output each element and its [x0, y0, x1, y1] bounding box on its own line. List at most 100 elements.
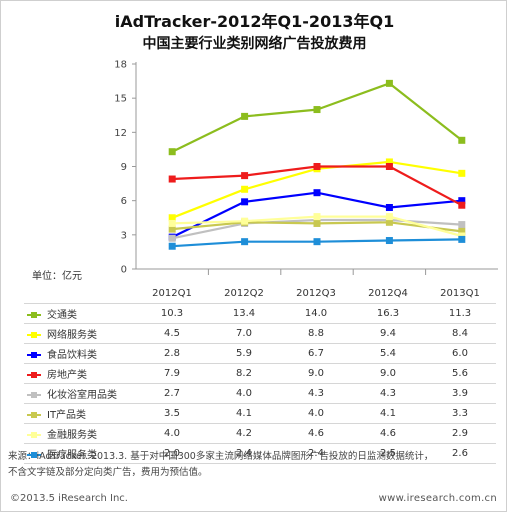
data-point	[385, 213, 393, 221]
value-cell: 2.8	[136, 343, 208, 364]
value-cell: 7.0	[208, 323, 280, 344]
table-row: 交通类 10.3 13.4 14.0 16.3 11.3	[24, 303, 496, 324]
value-cell: 4.0	[208, 383, 280, 404]
series-label-cell: 医疗服务类	[24, 443, 136, 464]
table-row: 金融服务类 4.0 4.2 4.6 4.6 2.9	[24, 423, 496, 444]
table-row: 化妆浴室用品类 2.7 4.0 4.3 4.3 3.9	[24, 383, 496, 404]
value-cell: 11.3	[424, 303, 496, 324]
series-label-cell: 网络服务类	[24, 323, 136, 344]
value-cell: 2.4	[280, 443, 352, 464]
value-cell: 2.4	[208, 443, 280, 464]
category-label: 2012Q3	[280, 284, 352, 304]
value-cell: 2.9	[424, 423, 496, 444]
data-point	[458, 235, 466, 243]
data-point	[168, 242, 176, 250]
value-cell: 4.0	[136, 423, 208, 444]
value-cell: 4.1	[208, 403, 280, 424]
data-point	[313, 238, 321, 246]
data-point	[168, 175, 176, 183]
value-cell: 16.3	[352, 303, 424, 324]
data-point	[168, 225, 176, 233]
series-label-cell: IT产品类	[24, 403, 136, 424]
data-point	[458, 221, 466, 229]
data-point	[241, 238, 249, 246]
series-label-cell: 金融服务类	[24, 423, 136, 444]
series-label-cell: 交通类	[24, 303, 136, 324]
legend-swatch-icon	[27, 430, 41, 440]
value-cell: 4.1	[352, 403, 424, 424]
legend-swatch-icon	[27, 330, 41, 340]
data-point	[241, 198, 249, 206]
value-cell: 4.2	[208, 423, 280, 444]
data-point	[168, 234, 176, 242]
footnote-line-1: 来源：iAdTracker. 2013.3. 基于对中国300多家主流网络媒体品…	[8, 451, 434, 462]
data-point	[385, 204, 393, 211]
legend-swatch-icon	[27, 310, 41, 320]
legend-swatch-icon	[27, 370, 41, 380]
value-cell: 8.4	[424, 323, 496, 344]
series-name: IT产品类	[47, 410, 87, 421]
value-cell: 10.3	[136, 303, 208, 324]
data-point	[385, 218, 393, 226]
data-point	[385, 237, 393, 245]
category-label: 2012Q2	[208, 284, 280, 304]
table-row: 网络服务类 4.5 7.0 8.8 9.4 8.4	[24, 323, 496, 344]
y-tick-label: 0	[121, 265, 127, 276]
value-cell: 2.7	[136, 383, 208, 404]
legend-swatch-icon	[27, 390, 41, 400]
series-label-cell: 化妆浴室用品类	[24, 383, 136, 404]
table-row: 房地产类 7.9 8.2 9.0 9.0 5.6	[24, 363, 496, 384]
value-cell: 13.4	[208, 303, 280, 324]
footnote: 来源：iAdTracker. 2013.3. 基于对中国300多家主流网络媒体品…	[8, 449, 498, 481]
series-name: 化妆浴室用品类	[47, 390, 117, 401]
data-point	[168, 148, 176, 156]
chart-title: iAdTracker-2012年Q1-2013年Q1	[114, 12, 395, 31]
data-point	[313, 189, 321, 197]
table-row: IT产品类 3.5 4.1 4.0 4.1 3.3	[24, 403, 496, 424]
value-cell: 3.3	[424, 403, 496, 424]
category-label: 2012Q4	[352, 284, 424, 304]
data-point	[313, 213, 321, 221]
data-point	[241, 217, 249, 225]
value-cell: 6.0	[424, 343, 496, 364]
legend-swatch-icon	[27, 410, 41, 420]
value-cell: 4.3	[352, 383, 424, 404]
y-tick-label: 6	[121, 196, 127, 207]
data-point	[241, 185, 249, 193]
data-table: 2012Q1 2012Q2 2012Q3 2012Q4 2013Q1 交通类 10.3 13.…	[24, 284, 496, 464]
data-point	[458, 136, 466, 144]
table-row: 医疗服务类 2.0 2.4 2.4 2.5 2.6	[24, 443, 496, 464]
data-point	[458, 169, 466, 177]
value-cell: 5.6	[424, 363, 496, 384]
series-label-cell: 房地产类	[24, 363, 136, 384]
value-cell: 2.0	[136, 443, 208, 464]
data-point	[168, 214, 176, 222]
category-label: 2012Q1	[136, 284, 208, 304]
data-point	[458, 201, 466, 209]
value-cell: 9.0	[352, 363, 424, 384]
series-line-4	[172, 165, 463, 207]
data-point	[241, 172, 249, 180]
value-cell: 8.8	[280, 323, 352, 344]
value-cell: 3.5	[136, 403, 208, 424]
value-cell: 6.7	[280, 343, 352, 364]
series-name: 网络服务类	[47, 330, 97, 341]
data-point	[458, 227, 466, 235]
website: www.iresearch.com.cn	[378, 493, 497, 504]
value-cell: 3.9	[424, 383, 496, 404]
y-tick-label: 3	[121, 230, 127, 241]
data-point	[168, 219, 176, 227]
data-point	[313, 163, 321, 170]
value-cell: 4.5	[136, 323, 208, 344]
value-cell: 9.4	[352, 323, 424, 344]
value-cell: 9.0	[280, 363, 352, 384]
legend-swatch-icon	[27, 350, 41, 360]
series-line-1	[171, 82, 463, 153]
series-name: 医疗服务类	[47, 450, 97, 461]
copyright: ©2013.5 iResearch Inc.	[10, 493, 128, 504]
value-cell: 5.4	[352, 343, 424, 364]
series-name: 房地产类	[47, 370, 87, 381]
category-label: 2013Q1	[424, 284, 496, 304]
